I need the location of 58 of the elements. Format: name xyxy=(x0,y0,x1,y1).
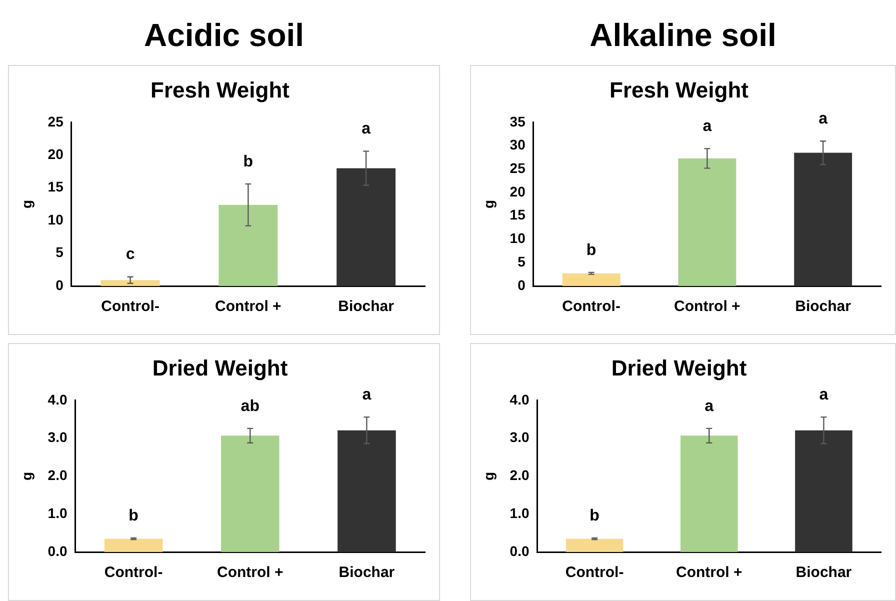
annotation: a xyxy=(818,110,828,128)
y-tick-label: 5 xyxy=(56,244,64,260)
annotation: a xyxy=(702,118,712,135)
annotation: a xyxy=(362,386,372,404)
y-tick-label: 2.0 xyxy=(510,467,530,484)
y-tick-label: 4.0 xyxy=(48,391,68,408)
y-tick-label: 20 xyxy=(510,183,526,200)
y-tick-label: 25 xyxy=(48,113,64,130)
y-tick-label: 1.0 xyxy=(48,504,68,521)
y-tick-label: 20 xyxy=(48,146,64,162)
y-axis-title: g xyxy=(480,200,496,208)
chart-title: Fresh Weight xyxy=(610,77,750,102)
x-tick-label: Control- xyxy=(101,298,160,316)
annotation: a xyxy=(819,386,828,404)
annotation: c xyxy=(126,246,135,264)
chart-title: Dried Weight xyxy=(152,355,288,380)
y-tick-label: 3.0 xyxy=(48,429,68,446)
x-tick-label: Biochar xyxy=(796,564,852,582)
y-axis-title: g xyxy=(18,200,34,208)
y-tick-label: 3.0 xyxy=(510,429,530,446)
annotation: b xyxy=(586,242,596,259)
y-tick-label: 10 xyxy=(48,211,64,228)
annotation: a xyxy=(362,120,371,138)
x-tick-label: Biochar xyxy=(338,564,395,582)
x-tick-label: Biochar xyxy=(338,298,394,316)
x-tick-label: Control + xyxy=(215,298,282,316)
x-tick-label: Control + xyxy=(217,564,284,582)
y-tick-label: 10 xyxy=(510,230,526,246)
y-tick-label: 1.0 xyxy=(510,504,530,521)
y-tick-label: 2.0 xyxy=(48,467,68,484)
y-tick-label: 5 xyxy=(518,253,526,270)
y-tick-label: 0 xyxy=(56,276,64,293)
annotation: a xyxy=(704,398,714,415)
x-tick-label: Control + xyxy=(676,564,742,582)
text: Acidic soil xyxy=(142,16,306,55)
y-axis-title: g xyxy=(480,472,496,480)
y-tick-label: 35 xyxy=(510,113,526,130)
y-tick-label: 0 xyxy=(518,276,526,293)
annotation: ab xyxy=(240,398,260,415)
x-tick-label: Control- xyxy=(562,298,620,316)
y-tick-label: 0.0 xyxy=(510,542,530,559)
text: Alkaline soil xyxy=(588,16,778,55)
y-tick-label: 30 xyxy=(510,136,526,153)
y-axis-title: g xyxy=(18,472,34,480)
y-tick-label: 15 xyxy=(48,178,64,195)
annotation: b xyxy=(128,507,139,524)
x-tick-label: Control + xyxy=(674,298,741,316)
chart-title: Fresh Weight xyxy=(150,77,290,102)
chart-title: Dried Weight xyxy=(611,355,748,380)
annotation: b xyxy=(590,507,600,524)
annotation: b xyxy=(243,153,254,170)
x-tick-label: Biochar xyxy=(795,298,852,316)
y-tick-label: 25 xyxy=(510,160,526,176)
y-tick-label: 0.0 xyxy=(48,542,68,559)
y-tick-label: 15 xyxy=(510,206,526,223)
y-tick-label: 4.0 xyxy=(510,391,530,408)
x-tick-label: Control- xyxy=(104,564,163,582)
x-tick-label: Control- xyxy=(565,564,624,582)
